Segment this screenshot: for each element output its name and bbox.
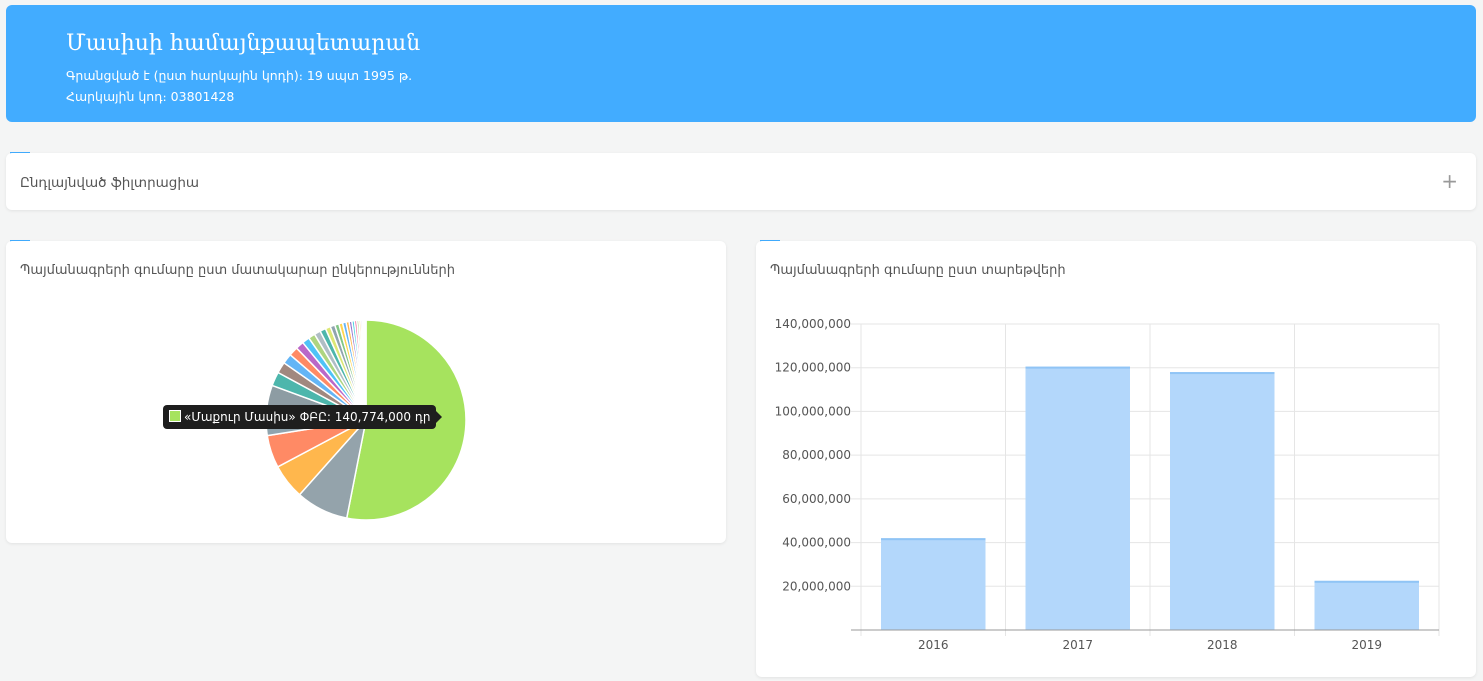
advanced-filter-panel[interactable]: Ընդլայնված ֆիլտրացիա +: [6, 153, 1476, 210]
expand-plus-icon[interactable]: +: [1441, 169, 1458, 193]
bar-2017[interactable]: [1025, 366, 1131, 630]
bar-2016[interactable]: [881, 538, 986, 630]
y-tick-label: 60,000,000: [782, 492, 851, 506]
y-tick-label: 20,000,000: [782, 579, 851, 593]
bar-top-edge: [1025, 366, 1130, 369]
y-tick-label: 120,000,000: [775, 361, 851, 375]
y-tick-label: 140,000,000: [775, 317, 851, 331]
pie-chart-title: Պայմանագրերի գումարը ըստ մատակարար ընկեր…: [20, 263, 455, 278]
x-tick-label: 2017: [1062, 638, 1093, 652]
x-tick-label: 2019: [1351, 638, 1382, 652]
y-tick-label: 40,000,000: [782, 536, 851, 550]
bar-chart-title: Պայմանագրերի գումարը ըստ տարեթվերի: [770, 263, 1066, 278]
registration-date: Գրանցված է (ըստ հարկային կոդի)։ 19 սպտ 1…: [66, 68, 413, 83]
tooltip-text: «Մաքուր Մասիս» ՓԲԸ: 140,774,000 դր: [184, 410, 431, 424]
tooltip-arrow: [436, 411, 443, 423]
x-tick-label: 2018: [1207, 638, 1238, 652]
organization-title: Մասիսի համայնքապետարան: [66, 31, 421, 56]
bar-top-edge: [1170, 372, 1275, 375]
yearly-bar-chart: 20,000,000 40,000,000 60,000,000 80,000,000…: [775, 317, 1440, 652]
organization-header: Մասիսի համայնքապետարան Գրանցված է (ըստ հ…: [6, 5, 1476, 122]
bar-2018[interactable]: [1170, 372, 1275, 630]
tooltip-color-swatch: [169, 410, 181, 422]
y-tick-label: 80,000,000: [782, 448, 851, 462]
bar-2019[interactable]: [1314, 580, 1420, 630]
pie-slice[interactable]: [364, 319, 367, 421]
pie-tooltip: «Մաքուր Մասիս» ՓԲԸ: 140,774,000 դր: [163, 405, 443, 429]
tax-code: Հարկային կոդ։ 03801428: [66, 89, 235, 104]
bar-top-edge: [1314, 580, 1419, 583]
x-tick-label: 2016: [918, 638, 949, 652]
bar-top-edge: [881, 538, 986, 541]
advanced-filter-label[interactable]: Ընդլայնված ֆիլտրացիա: [20, 175, 200, 191]
y-tick-label: 100,000,000: [775, 404, 851, 418]
